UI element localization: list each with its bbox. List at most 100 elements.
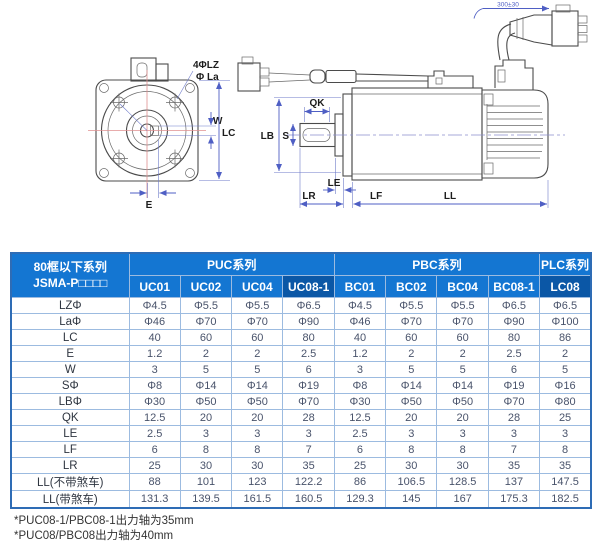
table-cell: Φ70	[179, 313, 233, 330]
table-cell: 25	[539, 409, 592, 426]
table-cell: Φ6.5	[539, 297, 592, 314]
table-cell: 3	[487, 425, 541, 442]
model-column-header: LC08	[539, 275, 592, 298]
table-cell: 3	[179, 425, 233, 442]
table-cell: 40	[128, 329, 181, 346]
table-cell: 20	[179, 409, 233, 426]
table-row: LBΦ Φ30 Φ50 Φ50 Φ70 Φ30 Φ50 Φ50 Φ70 Φ80	[10, 393, 592, 410]
row-label: SΦ	[10, 377, 130, 394]
encoder-cable-plug	[237, 56, 429, 92]
table-cell: 8	[436, 441, 489, 458]
table-cell: 3	[436, 425, 489, 442]
table-cell: Φ16	[539, 377, 592, 394]
table-cell: 2	[436, 345, 489, 362]
table-cell: 131.3	[128, 490, 181, 509]
table-cell: 122.2	[282, 473, 335, 491]
table-row: LaΦ Φ46 Φ70 Φ70 Φ90 Φ46 Φ70 Φ70 Φ90 Φ100	[10, 313, 592, 330]
dim-label-qk: QK	[310, 98, 326, 109]
table-cell: Φ80	[539, 393, 592, 410]
table-cell: 12.5	[333, 409, 387, 426]
table-cell: 7	[487, 441, 541, 458]
table-cell: Φ6.5	[282, 297, 335, 314]
table-row: LL(不带煞车) 88 101 123 122.2 86 106.5 128.5 137 147.…	[10, 473, 592, 491]
table-cell: 3	[333, 361, 387, 378]
table-cell: 1.2	[333, 345, 387, 362]
table-cell: 3	[539, 425, 592, 442]
table-cell: 40	[333, 329, 387, 346]
table-cell: 60	[231, 329, 284, 346]
table-cell: Φ30	[333, 393, 387, 410]
dim-label-e: E	[146, 200, 153, 211]
dim-label-la: Φ La	[196, 72, 219, 83]
table-cell: Φ50	[231, 393, 284, 410]
model-column-header: BC04	[436, 275, 489, 298]
row-label: LBΦ	[10, 393, 130, 410]
table-cell: Φ5.5	[436, 297, 489, 314]
table-cell: 5	[179, 361, 233, 378]
table-cell: 8	[179, 441, 233, 458]
table-cell: 3	[385, 425, 438, 442]
row-label: LaΦ	[10, 313, 130, 330]
table-cell: 8	[231, 441, 284, 458]
table-cell: 12.5	[128, 409, 181, 426]
table-cell: 28	[487, 409, 541, 426]
table-row: LC 40 60 60 80 40 60 60 80 86	[10, 329, 592, 346]
table-cell: 20	[231, 409, 284, 426]
table-cell: Φ70	[487, 393, 541, 410]
table-cell: Φ8	[333, 377, 387, 394]
motor-side-view: QK S LB LE LR LF LL	[237, 2, 588, 208]
row-label: LL(不带煞车)	[10, 473, 130, 491]
table-row: SΦ Φ8 Φ14 Φ14 Φ19 Φ8 Φ14 Φ14 Φ19 Φ16	[10, 377, 592, 394]
table-cell: 35	[487, 457, 541, 474]
table-cell: Φ5.5	[231, 297, 284, 314]
table-cell: 147.5	[539, 473, 592, 491]
table-cell: 3	[231, 425, 284, 442]
cooling-fins	[486, 104, 543, 160]
table-cell: 182.5	[539, 490, 592, 509]
table-cell: 30	[179, 457, 233, 474]
model-column-header: UC08-1	[282, 275, 335, 298]
table-cell: Φ50	[385, 393, 438, 410]
dim-label-lf: LF	[370, 191, 382, 202]
footnote-1: *PUC08-1/PBC08-1出力轴为35mm	[14, 515, 194, 527]
table-cell: Φ14	[231, 377, 284, 394]
table-cell: Φ14	[436, 377, 489, 394]
table-cell: 6	[128, 441, 181, 458]
table-cell: Φ4.5	[333, 297, 387, 314]
model-column-header: UC01	[128, 275, 181, 298]
row-label: LE	[10, 425, 130, 442]
table-cell: 88	[128, 473, 181, 491]
row-label: LF	[10, 441, 130, 458]
row-label: W	[10, 361, 130, 378]
table-corner-header: 80框以下系列 JSMA-P□□□□	[10, 252, 130, 298]
table-cell: 2	[385, 345, 438, 362]
dim-label-s: S	[282, 131, 289, 142]
row-label: LZΦ	[10, 297, 130, 314]
table-cell: 2.5	[128, 425, 181, 442]
table-cell: 5	[539, 361, 592, 378]
table-cell: 160.5	[282, 490, 335, 509]
table-cell: Φ90	[282, 313, 335, 330]
dim-label-4lz: 4ΦLZ	[193, 60, 219, 71]
dim-label-le: LE	[328, 178, 341, 189]
table-cell: 6	[487, 361, 541, 378]
table-cell: 30	[231, 457, 284, 474]
table-cell: Φ50	[179, 393, 233, 410]
table-cell: Φ6.5	[487, 297, 541, 314]
table-cell: Φ4.5	[128, 297, 181, 314]
model-column-header: BC01	[333, 275, 387, 298]
table-cell: Φ14	[179, 377, 233, 394]
model-column-header: UC04	[231, 275, 284, 298]
table-cell: 86	[333, 473, 387, 491]
table-cell: 5	[385, 361, 438, 378]
table-cell: 20	[385, 409, 438, 426]
table-cell: 5	[231, 361, 284, 378]
model-column-header: BC08-1	[487, 275, 541, 298]
table-cell: 30	[385, 457, 438, 474]
model-column-header: UC02	[179, 275, 233, 298]
table-cell: 3	[282, 425, 335, 442]
table-cell: Φ5.5	[385, 297, 438, 314]
table-cell: Φ70	[231, 313, 284, 330]
